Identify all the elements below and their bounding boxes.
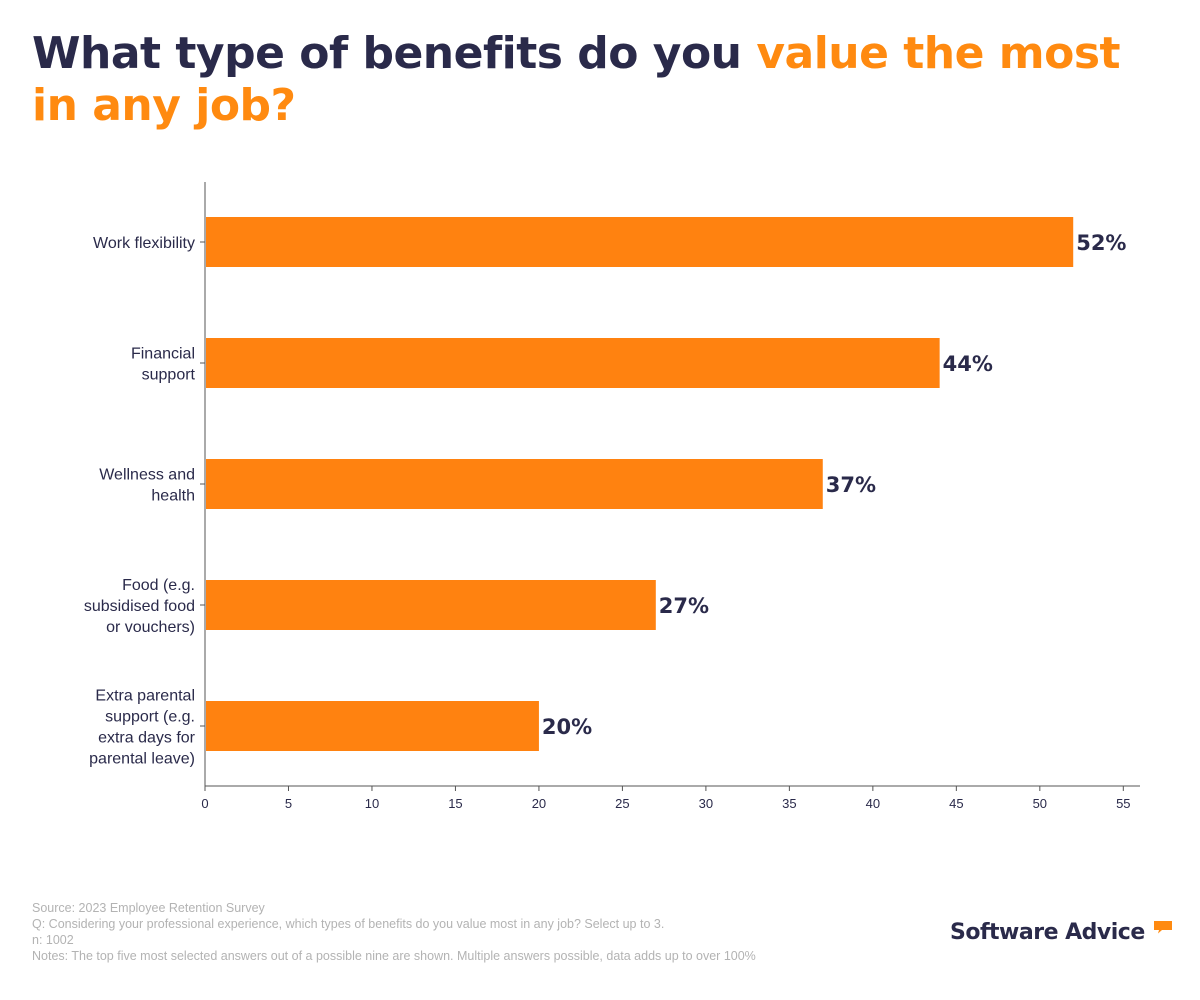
x-tick-label-40: 40 [866,796,880,811]
value-label-2: 44% [943,352,993,376]
value-label-3: 37% [826,473,876,497]
x-tick-label-5: 5 [285,796,292,811]
category-label-line: Extra parental [95,688,195,705]
category-label-line: Wellness and [99,467,195,484]
footer-question: Q: Considering your professional experie… [32,917,665,931]
x-tick-label-25: 25 [615,796,629,811]
category-label-1: Work flexibility [93,235,195,252]
bar-5 [206,701,539,751]
x-tick-label-30: 30 [699,796,713,811]
x-tick-label-35: 35 [782,796,796,811]
bar-3 [206,459,823,509]
category-label-line: Food (e.g. [122,577,195,594]
category-label-5: Extra parental support (e.g. extra days fo… [89,688,196,768]
bar-4 [206,580,656,630]
bar-2 [206,338,940,388]
category-label-3: Wellness and health [99,467,195,505]
footer-sample-size: n: 1002 [32,933,74,947]
speech-bubble-icon [1154,921,1172,934]
x-tick-label-10: 10 [365,796,379,811]
brand-logo-text: Software Advice [950,920,1145,945]
value-label-1: 52% [1076,231,1126,255]
category-label-4: Food (e.g. subsidised food or vouchers) [84,577,195,636]
category-label-line: health [151,488,195,505]
value-label-4: 27% [659,594,709,618]
title-accent-part: value the most in any job? [32,28,1121,131]
bar-chart: 52% Work flexibility 44% Financial support 37… [84,182,1140,811]
footer-source: Source: 2023 Employee Retention Survey [32,901,265,915]
x-tick-label-20: 20 [532,796,546,811]
x-tick-label-55: 55 [1116,796,1130,811]
category-label-line: or vouchers) [106,619,195,636]
category-label-line: support (e.g. [105,709,195,726]
footer-notes: Source: 2023 Employee Retention Survey Q… [32,900,756,964]
bar-1 [206,217,1074,267]
x-tick-label-0: 0 [201,796,208,811]
category-label-line: Work flexibility [93,235,195,252]
x-tick-label-15: 15 [448,796,462,811]
category-label-line: Financial [131,346,195,363]
category-label-2: Financial support [131,346,196,384]
x-tick-label-50: 50 [1033,796,1047,811]
category-label-line: subsidised food [84,598,195,615]
value-label-5: 20% [542,715,592,739]
footer-notes-text: Notes: The top five most selected answer… [32,949,756,963]
title-dark-part: What type of benefits do you [32,28,757,79]
category-label-line: extra days for [98,730,196,747]
category-label-line: parental leave) [89,751,195,768]
chart-title: What type of benefits do you value the m… [32,28,1172,132]
category-label-line: support [142,367,196,384]
x-tick-label-45: 45 [949,796,963,811]
